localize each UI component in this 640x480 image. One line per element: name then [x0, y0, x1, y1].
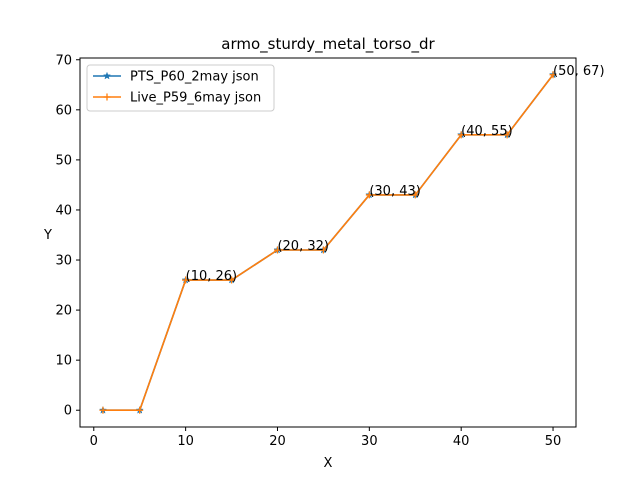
point-annotation: (50, 67): [553, 64, 605, 79]
x-tick-label: 50: [545, 434, 562, 449]
axes-frame: [79, 57, 577, 428]
series-2-point: [182, 276, 190, 284]
series-2-point: [411, 191, 419, 199]
series-2-point: [503, 131, 511, 139]
legend-box: [86, 64, 275, 112]
y-tick-label: 60: [55, 103, 72, 118]
y-axis-label: Y: [43, 228, 52, 243]
series-2-point: [365, 191, 373, 199]
chart-title: armo_sturdy_metal_torso_dr: [221, 35, 435, 54]
y-tick-label: 10: [55, 354, 72, 369]
y-tick-label: 30: [55, 254, 72, 269]
x-tick-label: 0: [90, 434, 98, 449]
point-annotation: (30, 43): [369, 184, 421, 199]
legend-marker-2: [103, 93, 111, 101]
legend-label-2: Live_P59_6may json: [130, 91, 261, 106]
series-2-point: [273, 246, 281, 254]
y-tick-label: 20: [55, 304, 72, 319]
y-tick-label: 70: [55, 53, 72, 68]
series-2-point: [549, 71, 557, 79]
point-annotation: (40, 55): [461, 124, 513, 139]
x-tick-label: 20: [269, 434, 286, 449]
y-tick-label: 50: [55, 153, 72, 168]
legend-marker-1: [102, 71, 112, 80]
x-axis-label: X: [324, 456, 333, 471]
series-2-point: [319, 246, 327, 254]
series-2-point: [99, 406, 107, 414]
y-tick-label: 40: [55, 203, 72, 218]
x-tick-label: 30: [361, 434, 378, 449]
x-tick-label: 10: [177, 434, 194, 449]
y-tick-label: 0: [64, 404, 72, 419]
series-2-point: [457, 131, 465, 139]
legend: PTS_P60_2may json Live_P59_6may json: [86, 64, 275, 112]
legend-label-1: PTS_P60_2may json: [130, 70, 259, 85]
x-tick-label: 40: [453, 434, 470, 449]
series-2-point: [136, 406, 144, 414]
series-2-point: [228, 276, 236, 284]
point-annotation: (10, 26): [186, 269, 238, 284]
point-annotation: (20, 32): [277, 239, 329, 254]
plot-area: 0 10 20 30 40 50 0 10 20 30 40 50 60 70 (10, 26) (20, 3…: [55, 53, 604, 449]
